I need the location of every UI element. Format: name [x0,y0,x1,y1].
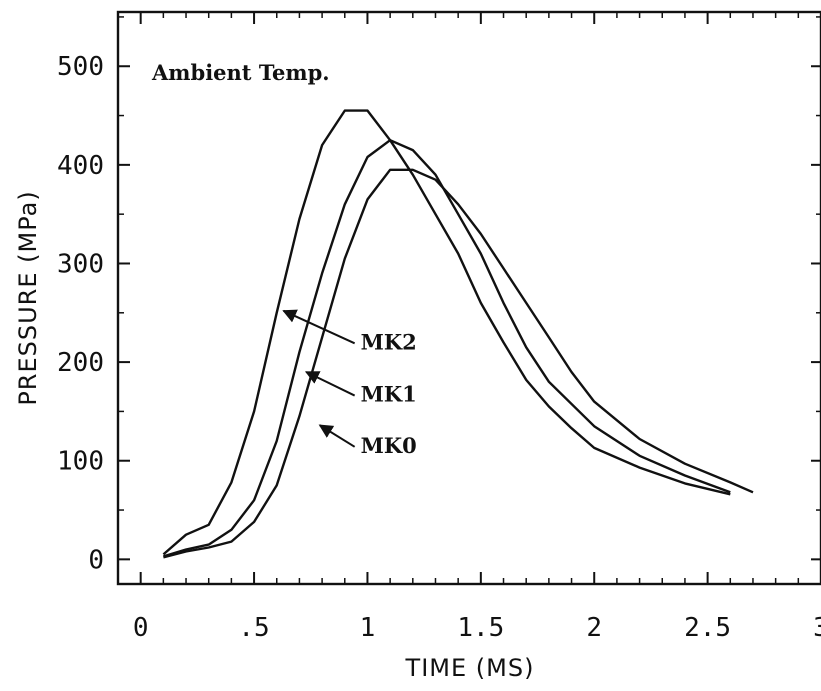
series-label-mk0: MK0 [361,433,417,458]
y-tick-label: 200 [57,348,104,378]
series-line-mk0 [163,168,754,559]
x-tick-label: 1 [360,613,376,643]
annotation-label: Ambient Temp. [151,60,330,85]
plot-frame [116,10,821,586]
y-tick-label: 100 [57,447,104,477]
y-tick-label: 0 [88,545,104,575]
series-line-mk1 [163,138,731,558]
callout-arrow-mk1 [304,371,356,397]
x-tick-label: .5 [238,613,269,643]
x-tick-label: 1.5 [457,613,504,643]
x-tick-label: 2 [586,613,602,643]
x-tick-label: 2.5 [684,613,731,643]
series-label-mk2: MK2 [361,329,417,354]
x-tick-label: 0 [133,613,149,643]
y-tick-label: 300 [57,249,104,279]
x-axis-title: TIME (MS) [405,654,535,682]
callout-arrow-mk0 [318,424,356,448]
y-axis-title: PRESSURE (MPa) [14,190,42,405]
y-tick-label: 400 [57,151,104,181]
series-line-mk2 [162,109,731,556]
y-tick-label: 500 [57,52,104,82]
x-tick-label: 3 [813,613,821,643]
series-label-mk1: MK1 [361,382,417,407]
callout-arrow-mk2 [282,309,356,345]
